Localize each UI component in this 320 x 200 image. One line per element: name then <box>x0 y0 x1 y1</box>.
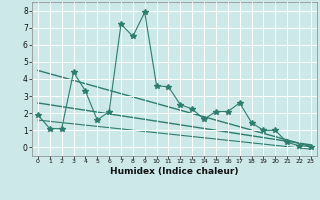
X-axis label: Humidex (Indice chaleur): Humidex (Indice chaleur) <box>110 167 239 176</box>
